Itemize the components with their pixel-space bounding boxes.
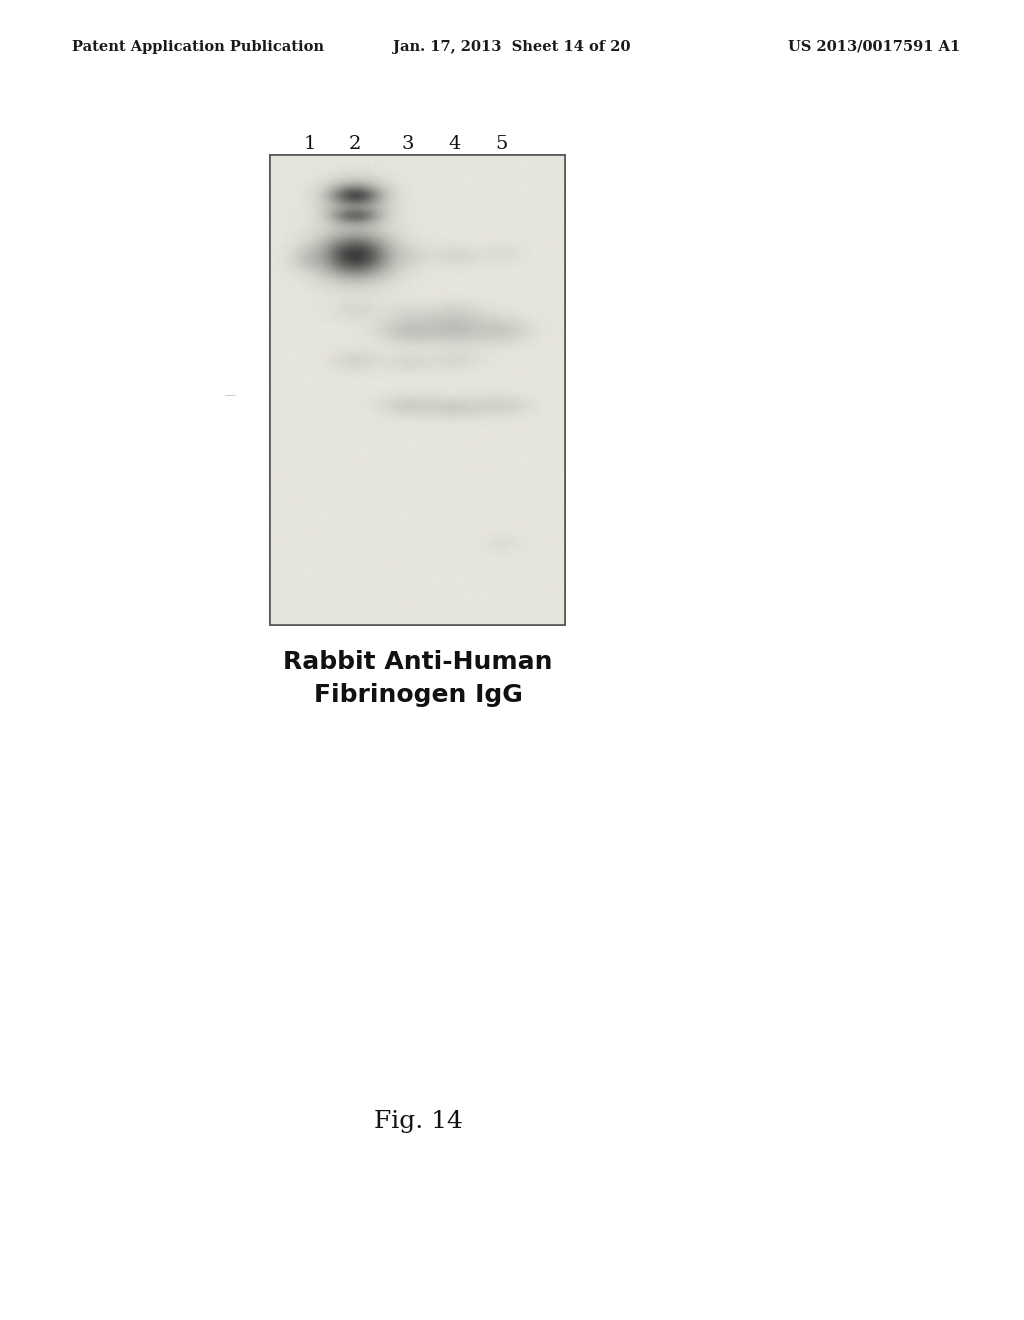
Text: 5: 5: [496, 135, 508, 153]
Text: 4: 4: [449, 135, 461, 153]
Text: Fig. 14: Fig. 14: [374, 1110, 463, 1133]
Text: Fibrinogen IgG: Fibrinogen IgG: [313, 682, 522, 708]
Text: US 2013/0017591 A1: US 2013/0017591 A1: [787, 40, 961, 54]
Text: —: —: [224, 389, 236, 400]
Text: 3: 3: [401, 135, 415, 153]
Text: 1: 1: [304, 135, 316, 153]
Bar: [270, 154, 565, 624]
Text: Patent Application Publication: Patent Application Publication: [72, 40, 324, 54]
Text: Rabbit Anti-Human: Rabbit Anti-Human: [284, 649, 553, 675]
Text: Jan. 17, 2013  Sheet 14 of 20: Jan. 17, 2013 Sheet 14 of 20: [393, 40, 631, 54]
Bar: [270, 154, 565, 624]
Text: 2: 2: [349, 135, 361, 153]
